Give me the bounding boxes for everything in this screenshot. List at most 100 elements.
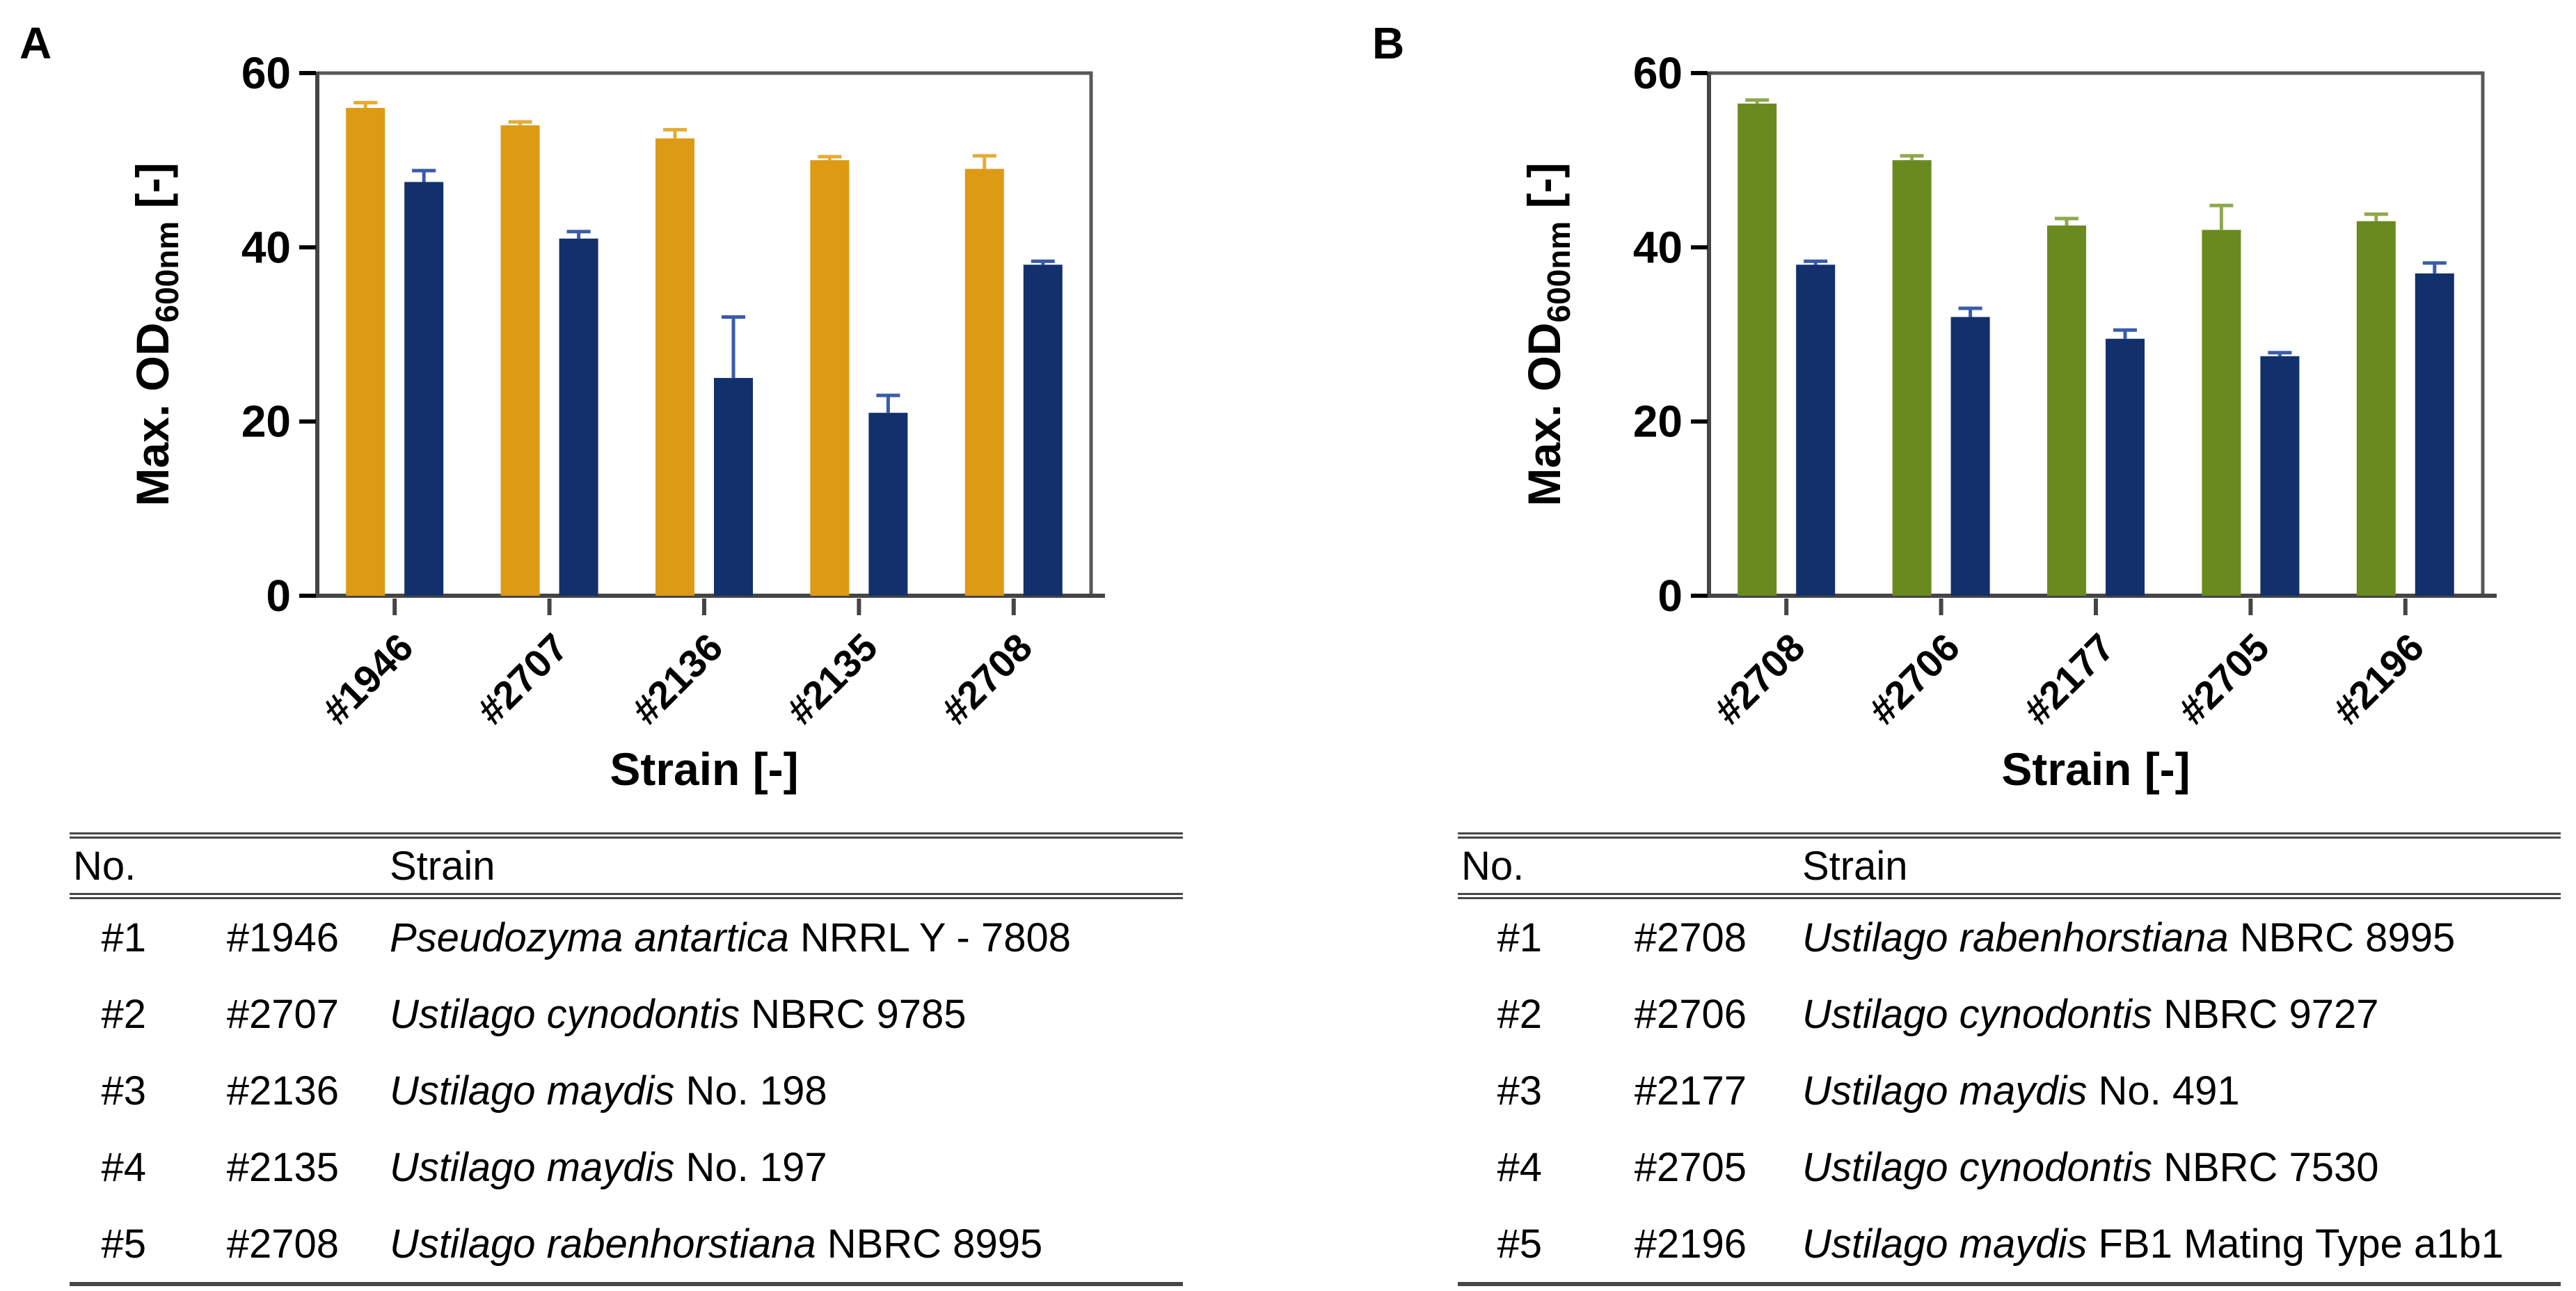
- table-top-rule: [1458, 832, 2561, 839]
- bar-preculture-orange: [810, 160, 850, 596]
- col-header-strain: Strain: [1802, 843, 1908, 889]
- table-row: #3 #2136 Ustilago maydis No. 198: [70, 1052, 1183, 1129]
- x-axis-title: Strain [-]: [610, 743, 798, 795]
- row-number: #1: [1497, 914, 1542, 960]
- table-row: #2 #2707 Ustilago cynodontis NBRC 9785: [70, 976, 1183, 1052]
- row-number: #5: [1497, 1221, 1542, 1267]
- table-top-rule: [70, 832, 1183, 839]
- x-tick-label: #2177: [2015, 625, 2123, 733]
- bar-main-culture-navy: [1796, 264, 1836, 596]
- x-tick-label: #2707: [468, 625, 576, 733]
- bar-preculture-green: [2047, 225, 2086, 596]
- bar-chart-a: 0 20 40 60 Max. OD600nm [-] #1946 #2707 #2136 #2…: [127, 48, 1105, 795]
- bar-main-culture-navy: [404, 182, 444, 596]
- strain-name: Ustilago cynodontis NBRC 9727: [1802, 991, 2379, 1037]
- bar-main-culture-navy: [559, 238, 598, 596]
- y-tick-label: 20: [1633, 397, 1683, 447]
- bar-preculture-green: [2356, 221, 2396, 596]
- strain-name: Ustilago rabenhorstiana NBRC 8995: [390, 1221, 1043, 1267]
- table-row: #5 #2196 Ustilago maydis FB1 Mating Type a…: [1458, 1205, 2561, 1282]
- x-tick-label: #2136: [623, 625, 731, 733]
- bar-main-culture-navy: [868, 413, 908, 596]
- bar-main-culture-navy: [714, 378, 753, 596]
- strain-id: #1946: [226, 914, 339, 960]
- bar-main-culture-navy: [2106, 338, 2145, 596]
- row-number: #3: [101, 1068, 146, 1114]
- bar-preculture-orange: [346, 108, 385, 596]
- table-bottom-rule: [1458, 1282, 2561, 1286]
- species-name-italic: Pseudozyma antartica: [390, 914, 789, 960]
- row-number: #2: [101, 991, 146, 1037]
- species-name-italic: Ustilago cynodontis: [1802, 991, 2152, 1037]
- col-header-no: No.: [73, 843, 136, 889]
- table-row: #5 #2708 Ustilago rabenhorstiana NBRC 8995: [70, 1205, 1183, 1282]
- strain-id: #2708: [1634, 914, 1747, 960]
- y-tick-label: 40: [241, 222, 291, 272]
- x-tick-label: #2196: [2325, 625, 2433, 733]
- bar-chart-b: 0 20 40 60 Max. OD600nm [-] #2708 #2706 #2177 #2…: [1518, 48, 2497, 795]
- x-tick-label: #2708: [1706, 625, 1813, 733]
- table-row: #4 #2135 Ustilago maydis No. 197: [70, 1129, 1183, 1205]
- strain-id: #2136: [226, 1068, 339, 1114]
- table-row: #3 #2177 Ustilago maydis No. 491: [1458, 1052, 2561, 1129]
- species-name-italic: Ustilago maydis: [1802, 1068, 2088, 1114]
- bar-preculture-green: [2202, 230, 2241, 596]
- strain-id: #2708: [226, 1221, 339, 1267]
- table-header-rule: [1458, 893, 2561, 899]
- strain-name: Ustilago rabenhorstiana NBRC 8995: [1802, 914, 2456, 960]
- strain-table-a: No. Strain #1 #1946 Pseudozyma antartica NRR…: [70, 832, 1183, 1286]
- species-name-italic: Ustilago maydis: [1802, 1221, 2088, 1267]
- x-tick-label: #2708: [933, 625, 1041, 733]
- strain-id: #2705: [1634, 1144, 1747, 1190]
- table-header-row: No. Strain: [1458, 839, 2561, 893]
- strain-name: Ustilago cynodontis NBRC 7530: [1802, 1144, 2379, 1190]
- strain-name: Pseudozyma antartica NRRL Y - 7808: [390, 914, 1072, 960]
- bar-preculture-orange: [964, 168, 1004, 596]
- table-row: #1 #1946 Pseudozyma antartica NRRL Y - 780…: [70, 899, 1183, 976]
- x-tick-label: #2706: [1860, 625, 1968, 733]
- strain-id: #2196: [1634, 1221, 1747, 1267]
- panel-b-label: B: [1372, 18, 1405, 68]
- strain-id: #2135: [226, 1144, 339, 1190]
- bar-main-culture-navy: [2415, 273, 2454, 596]
- bar-preculture-orange: [655, 138, 694, 596]
- strain-id: #2706: [1634, 991, 1747, 1037]
- col-header-strain: Strain: [390, 843, 495, 889]
- strain-name: Ustilago maydis No. 491: [1802, 1068, 2240, 1114]
- strain-name: Ustilago maydis No. 198: [390, 1068, 827, 1114]
- strain-id: #2177: [1634, 1068, 1747, 1114]
- y-tick-label: 40: [1633, 222, 1683, 272]
- bar-preculture-orange: [500, 125, 540, 596]
- species-name-italic: Ustilago cynodontis: [1802, 1144, 2152, 1190]
- bar-main-culture-navy: [2260, 356, 2300, 596]
- strain-id: #2707: [226, 991, 339, 1037]
- y-axis-title: Max. OD600nm [-]: [1518, 162, 1577, 506]
- bar-main-culture-navy: [1950, 317, 1990, 596]
- strain-name: Ustilago maydis No. 197: [390, 1144, 827, 1190]
- species-name-italic: Ustilago maydis: [390, 1144, 675, 1190]
- row-number: #4: [1497, 1144, 1542, 1190]
- table-header-rule: [70, 893, 1183, 899]
- y-axis-title: Max. OD600nm [-]: [127, 162, 185, 506]
- y-tick-label: 0: [266, 571, 291, 621]
- table-row: #4 #2705 Ustilago cynodontis NBRC 7530: [1458, 1129, 2561, 1205]
- species-name-italic: Ustilago cynodontis: [390, 991, 740, 1037]
- bar-preculture-green: [1892, 160, 1932, 596]
- x-tick-label: #1946: [314, 625, 422, 733]
- bar-main-culture-navy: [1023, 264, 1063, 596]
- table-header-row: No. Strain: [70, 839, 1183, 893]
- y-tick-label: 60: [1633, 48, 1683, 98]
- x-tick-label: #2705: [2170, 625, 2277, 733]
- y-tick-label: 20: [241, 397, 291, 447]
- strain-table-b: No. Strain #1 #2708 Ustilago rabenhorstiana …: [1458, 832, 2561, 1286]
- row-number: #1: [101, 914, 146, 960]
- bar-preculture-green: [1738, 103, 1777, 596]
- x-tick-label: #2135: [778, 625, 886, 733]
- species-name-italic: Ustilago rabenhorstiana: [390, 1221, 816, 1267]
- row-number: #4: [101, 1144, 146, 1190]
- row-number: #5: [101, 1221, 146, 1267]
- table-row: #2 #2706 Ustilago cynodontis NBRC 9727: [1458, 976, 2561, 1052]
- row-number: #2: [1497, 991, 1542, 1037]
- x-axis-title: Strain [-]: [2001, 743, 2190, 795]
